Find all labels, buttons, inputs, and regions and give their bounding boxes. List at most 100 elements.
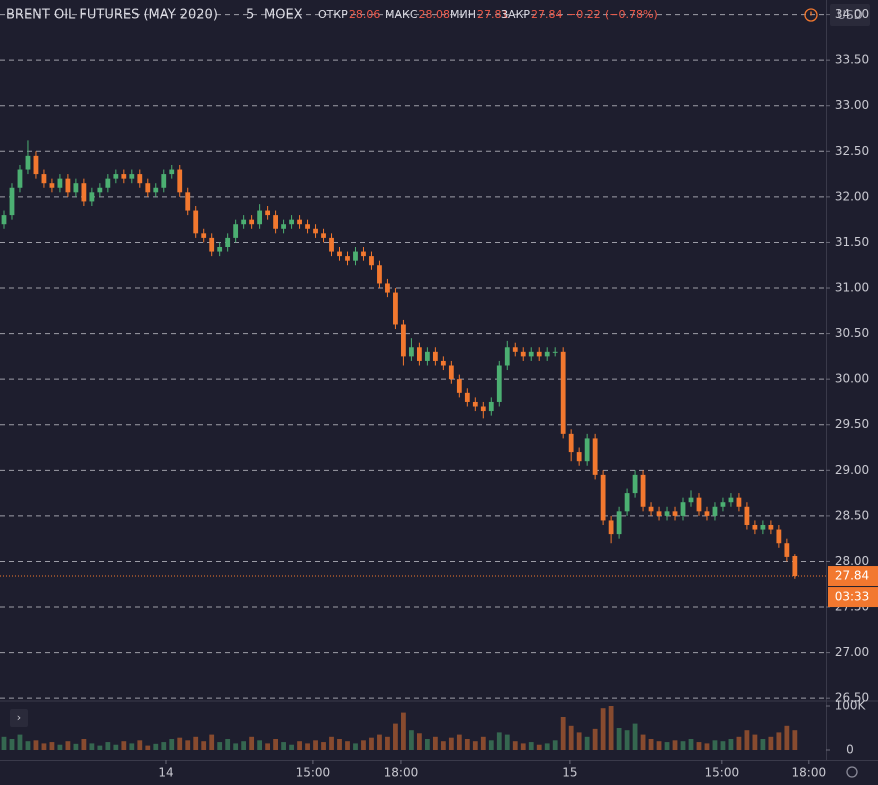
volume-bar (41, 743, 47, 750)
candle-body (161, 174, 167, 188)
candle-body (504, 347, 510, 366)
candle-body (1, 215, 7, 225)
y2-tick-label: 0 (846, 743, 854, 757)
candle-body (273, 215, 278, 229)
volume-bar (712, 740, 718, 750)
candle-body (760, 525, 766, 530)
volume-bar (640, 734, 646, 750)
volume-bar (137, 740, 143, 750)
candle-body (488, 401, 494, 412)
settings-icon[interactable] (846, 766, 858, 778)
volume-bar (65, 741, 71, 750)
candle-body (217, 247, 223, 252)
candle-body (512, 347, 518, 352)
candle-body (560, 351, 566, 434)
currency-button[interactable] (830, 4, 870, 26)
candle-body (313, 228, 318, 234)
x-tick-label: 15 (562, 766, 577, 780)
volume-bar (249, 736, 255, 750)
y-tick-label: 33.00 (835, 98, 869, 112)
volume-bar (161, 742, 167, 750)
y-tick-label: 30.50 (835, 326, 869, 340)
candle-body (105, 178, 111, 188)
candle-body (712, 506, 718, 516)
candle-body (704, 511, 710, 516)
candle-body (209, 237, 215, 252)
currency: USD (837, 8, 863, 22)
volume-bar (592, 728, 598, 750)
volume-bar (273, 738, 278, 750)
candle-body (520, 351, 526, 357)
volume-bar (720, 741, 726, 750)
volume-bar (616, 727, 622, 750)
candle-body (696, 497, 702, 512)
candle-body (608, 520, 614, 535)
volume-bar (688, 738, 694, 750)
volume-bar (488, 740, 494, 750)
volume-bar (393, 723, 398, 750)
volume-bar (129, 743, 135, 750)
volume-bar (257, 740, 263, 750)
candle-body (784, 543, 790, 557)
volume-bar (512, 741, 518, 750)
x-tick-label: 15:00 (705, 766, 740, 780)
candle-body (289, 219, 294, 225)
volume-bar (416, 733, 422, 750)
candle-body (600, 474, 606, 521)
candle-body (201, 233, 207, 238)
change-pct: (−0.78%) (605, 8, 658, 21)
volume-bar (496, 732, 502, 750)
x-tick-label: 14 (158, 766, 173, 780)
candle-body (480, 406, 486, 412)
stat-label: ОТКР (318, 8, 348, 21)
candle-body (624, 493, 630, 512)
candle-body (49, 183, 55, 188)
volume-bar (113, 744, 119, 750)
candle-body (305, 224, 310, 229)
candle-body (576, 452, 582, 462)
volume-bar (281, 742, 286, 750)
candle-body (113, 174, 119, 179)
candle-body (744, 506, 750, 525)
x-tick-label: 18:00 (384, 766, 419, 780)
candle-body (345, 256, 350, 261)
candle-body (65, 178, 71, 193)
volume-bar (680, 741, 686, 750)
volume-bar (424, 738, 430, 750)
candle-body (41, 174, 47, 184)
candle-body (448, 365, 454, 380)
volume-bar (185, 740, 191, 750)
candle-body (776, 529, 782, 544)
y-tick-label: 33.50 (835, 53, 869, 67)
candle-body (464, 392, 470, 402)
y-tick-label: 31.00 (835, 281, 869, 295)
candle-body (632, 474, 638, 494)
volume-bar (337, 738, 342, 750)
candle-body (233, 224, 239, 238)
volume-bar (401, 712, 406, 750)
candle-body (73, 183, 79, 193)
candle-body (496, 365, 502, 402)
volume-bar (49, 742, 55, 750)
candle-body (297, 219, 302, 225)
volume-bar (520, 743, 526, 750)
candle-body (432, 351, 438, 361)
candle-body (648, 506, 654, 512)
candle-body (337, 251, 342, 257)
candle-body (401, 324, 406, 357)
volume-bar (289, 744, 294, 750)
candle-body (616, 511, 622, 535)
candle-body (225, 237, 231, 248)
candle-body (456, 379, 462, 393)
candle-body (177, 169, 183, 193)
volume-bar (744, 730, 750, 750)
volume-bar (752, 734, 758, 750)
expand-button[interactable] (10, 709, 28, 727)
volume-bar (464, 738, 470, 750)
alert-icon[interactable] (804, 8, 818, 22)
volume-bar (608, 705, 614, 750)
chart-title: BRENT OIL FUTURES (MAY 2020) (6, 8, 218, 23)
volume-bar (728, 738, 734, 750)
